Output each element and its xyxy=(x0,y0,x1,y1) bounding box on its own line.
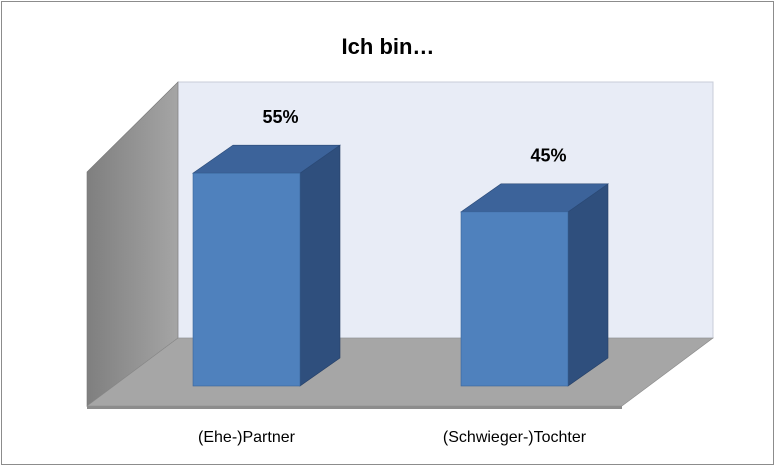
data-label: 45% xyxy=(530,146,566,166)
bar xyxy=(192,172,301,387)
bar xyxy=(460,211,569,387)
x-tick-label: (Ehe-)Partner xyxy=(198,429,296,446)
bar-side xyxy=(567,183,609,387)
floor xyxy=(86,337,714,407)
chart-title: Ich bin… xyxy=(342,34,435,59)
x-tick-label: (Schwieger-)Tochter xyxy=(443,429,587,446)
bar-side xyxy=(299,144,341,387)
floor-edge xyxy=(87,406,622,409)
data-label: 55% xyxy=(262,107,298,127)
